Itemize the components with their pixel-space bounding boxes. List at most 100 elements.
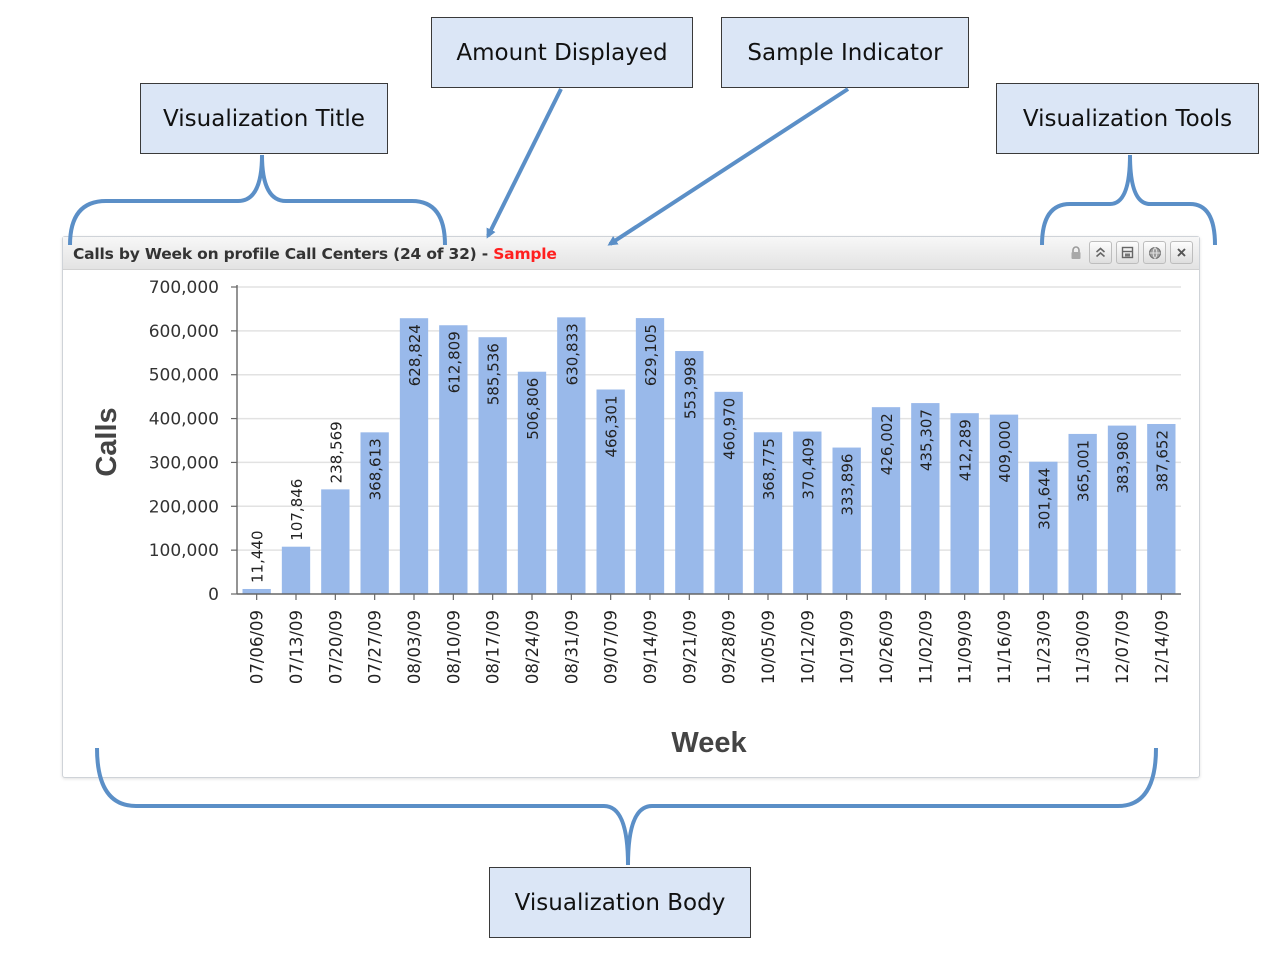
callout-sample-indicator-text: Sample Indicator xyxy=(747,39,943,66)
bar xyxy=(557,317,586,594)
x-tick-label: 10/05/09 xyxy=(759,610,778,684)
close-icon xyxy=(1177,248,1186,257)
amount-arrow xyxy=(486,88,563,239)
save-icon xyxy=(1121,246,1134,259)
bar-value-label: 460,970 xyxy=(721,398,739,460)
callout-amount-displayed-text: Amount Displayed xyxy=(456,39,668,66)
callout-visualization-title-text: Visualization Title xyxy=(163,105,365,132)
bar xyxy=(911,403,940,594)
x-tick-label: 07/06/09 xyxy=(248,610,267,684)
title-separator: - xyxy=(481,245,489,263)
bar xyxy=(950,413,979,594)
y-tick-label: 300,000 xyxy=(149,453,219,473)
bar-value-label: 426,002 xyxy=(878,413,896,475)
bar-value-label: 368,613 xyxy=(367,438,385,500)
y-tick-label: 600,000 xyxy=(149,322,219,342)
bar xyxy=(478,337,507,594)
visualization-header: Calls by Week on profile Call Centers (2… xyxy=(63,237,1199,270)
callout-visualization-body: Visualization Body xyxy=(489,867,751,938)
x-tick-label: 08/03/09 xyxy=(405,610,424,684)
bar-value-label: 107,846 xyxy=(288,479,306,541)
bar xyxy=(989,414,1019,594)
x-axis-title: Week xyxy=(671,727,747,759)
bar xyxy=(1147,423,1176,594)
bar xyxy=(675,351,704,594)
x-tick-label: 11/30/09 xyxy=(1074,610,1093,684)
bar xyxy=(321,489,350,594)
visualization-panel: Calls by Week on profile Call Centers (2… xyxy=(62,236,1200,778)
globe-button[interactable] xyxy=(1143,241,1166,264)
bar-value-label: 370,409 xyxy=(799,438,817,500)
bar-value-label: 383,980 xyxy=(1114,432,1132,494)
bar-value-label: 585,536 xyxy=(485,343,503,405)
x-tick-label: 07/27/09 xyxy=(366,610,385,684)
x-tick-label: 07/13/09 xyxy=(287,610,306,684)
bar-value-label: 368,775 xyxy=(760,438,778,500)
callout-visualization-tools: Visualization Tools xyxy=(996,83,1259,154)
x-tick-label: 12/14/09 xyxy=(1152,610,1171,684)
bar xyxy=(360,432,389,594)
bar-value-label: 365,001 xyxy=(1075,440,1093,502)
bar-value-label: 612,809 xyxy=(445,331,463,393)
sample-arrow xyxy=(607,87,850,246)
callout-visualization-tools-text: Visualization Tools xyxy=(1022,105,1233,132)
bar-value-label: 506,806 xyxy=(524,378,542,440)
bar xyxy=(596,389,625,594)
y-axis-title: Calls xyxy=(91,407,123,476)
y-tick-label: 400,000 xyxy=(149,410,219,430)
x-tick-label: 08/17/09 xyxy=(484,610,503,684)
bar-value-label: 409,000 xyxy=(996,421,1014,483)
tools-bracket xyxy=(1040,154,1217,246)
collapse-button[interactable] xyxy=(1089,241,1112,264)
x-tick-label: 10/19/09 xyxy=(838,610,857,684)
bar xyxy=(753,432,783,594)
collapse-icon xyxy=(1095,247,1106,258)
bar xyxy=(1029,461,1058,594)
x-tick-label: 12/07/09 xyxy=(1113,610,1132,684)
callout-visualization-body-text: Visualization Body xyxy=(514,889,726,916)
bar-value-label: 553,998 xyxy=(681,357,699,419)
y-tick-label: 500,000 xyxy=(149,366,219,386)
bar-value-label: 301,644 xyxy=(1035,468,1053,530)
x-tick-label: 11/09/09 xyxy=(956,610,975,684)
bar xyxy=(281,546,311,594)
amount-displayed: (24 of 32) xyxy=(393,245,477,263)
bar xyxy=(871,407,901,594)
x-tick-label: 08/31/09 xyxy=(562,610,581,684)
sample-indicator: Sample xyxy=(493,245,557,263)
y-tick-label: 100,000 xyxy=(149,541,219,561)
lock-button[interactable] xyxy=(1067,241,1085,264)
callout-amount-displayed: Amount Displayed xyxy=(431,17,693,88)
bar-value-label: 629,105 xyxy=(642,324,660,386)
bar-value-label: 435,307 xyxy=(917,409,935,471)
x-tick-label: 09/21/09 xyxy=(680,610,699,684)
bar-chart: 0 100,000 200,000 300,000 400,000 500,000 600,… xyxy=(91,278,1181,759)
lock-icon xyxy=(1071,245,1081,259)
close-button[interactable] xyxy=(1170,241,1193,264)
bar xyxy=(793,431,822,594)
bar xyxy=(399,318,429,594)
x-tick-label: 08/24/09 xyxy=(523,610,542,684)
bar-value-label: 628,824 xyxy=(406,324,424,386)
x-tick-label: 11/16/09 xyxy=(995,610,1014,684)
y-tick-label: 200,000 xyxy=(149,497,219,517)
x-tick-label: 09/28/09 xyxy=(720,610,739,684)
bar xyxy=(517,371,547,594)
callout-sample-indicator: Sample Indicator xyxy=(721,17,969,88)
bar xyxy=(714,391,743,594)
save-button[interactable] xyxy=(1116,241,1139,264)
bar-value-label: 466,301 xyxy=(603,395,621,457)
visualization-tools xyxy=(1067,241,1193,264)
x-tick-label: 10/26/09 xyxy=(877,610,896,684)
x-tick-label: 09/07/09 xyxy=(602,610,621,684)
visualization-title-text: Calls by Week on profile Call Centers xyxy=(73,245,388,263)
globe-icon xyxy=(1148,246,1161,259)
bar xyxy=(1068,433,1097,594)
bar-value-label: 238,569 xyxy=(327,421,345,483)
y-tick-label: 700,000 xyxy=(149,278,219,298)
bar-value-label: 333,896 xyxy=(839,454,857,516)
bar-value-label: 11,440 xyxy=(249,530,267,583)
y-tick-label: 0 xyxy=(208,585,219,605)
x-tick-label: 10/12/09 xyxy=(798,610,817,684)
